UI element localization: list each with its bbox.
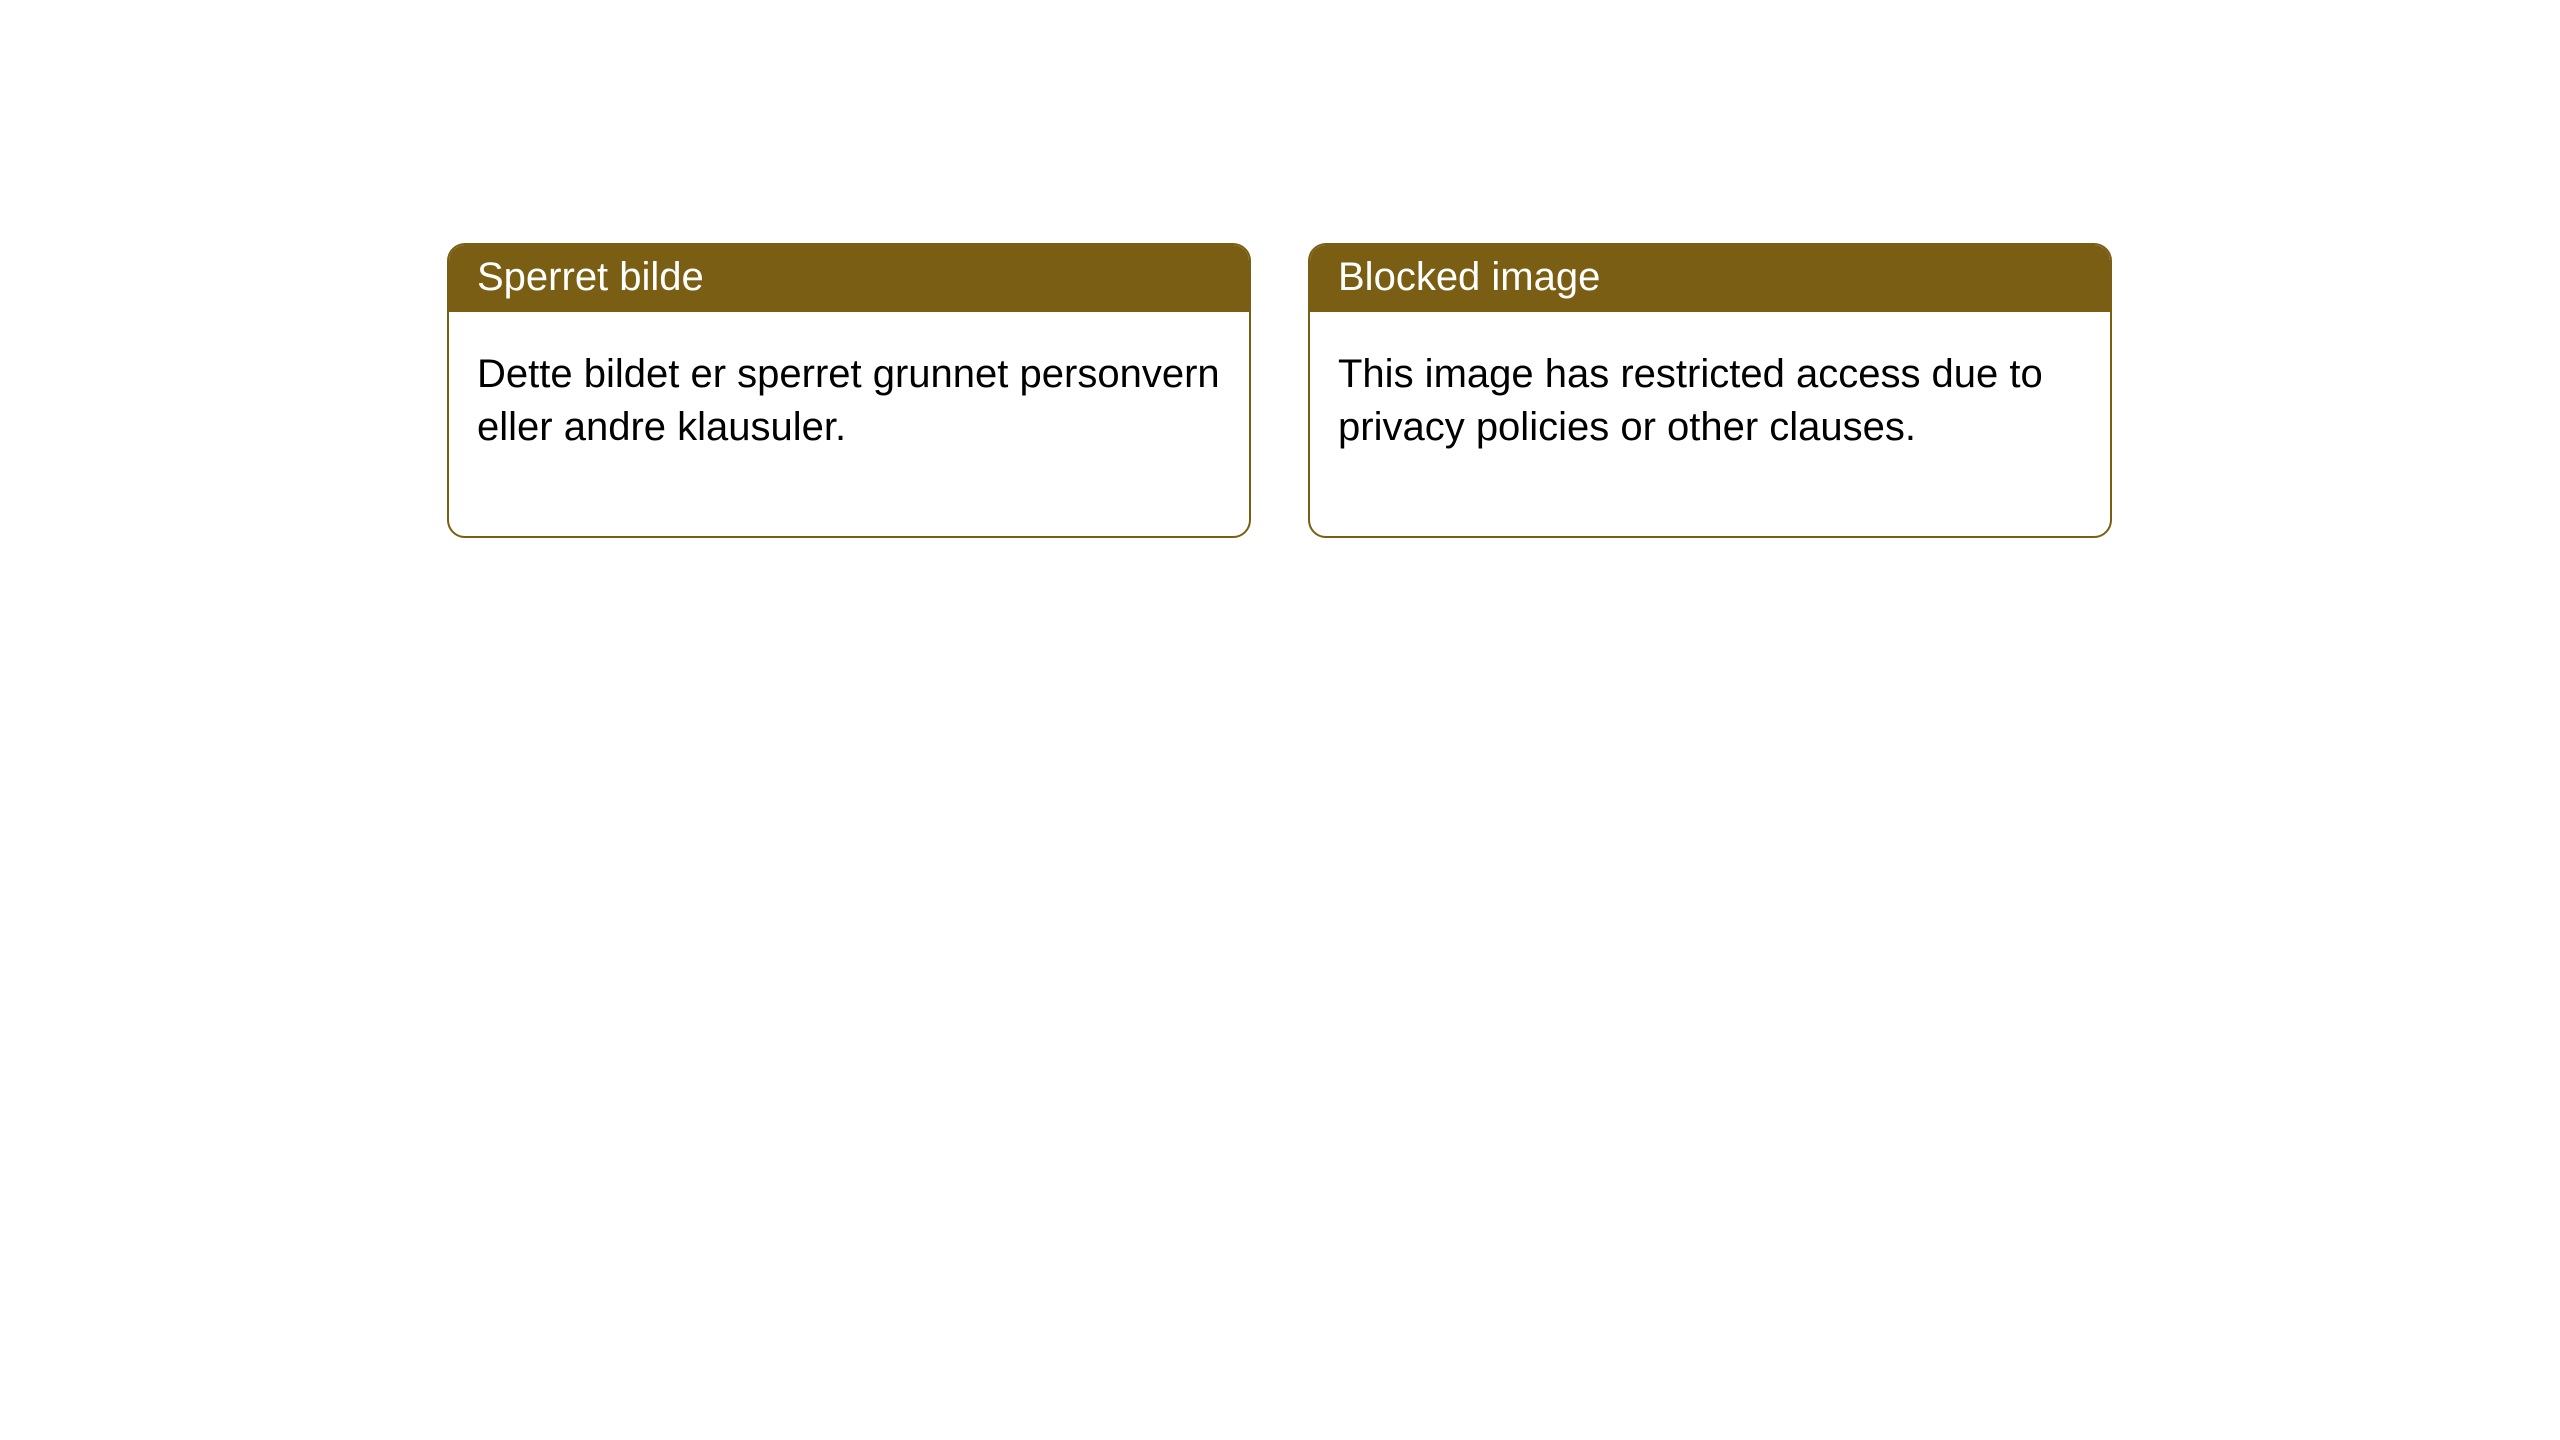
notice-cards-container: Sperret bilde Dette bildet er sperret gr… <box>447 243 2112 538</box>
notice-card-title: Sperret bilde <box>449 245 1249 312</box>
notice-title-text: Sperret bilde <box>477 255 704 299</box>
notice-card-norwegian: Sperret bilde Dette bildet er sperret gr… <box>447 243 1251 538</box>
notice-card-body: This image has restricted access due to … <box>1310 312 2110 536</box>
notice-card-english: Blocked image This image has restricted … <box>1308 243 2112 538</box>
notice-card-title: Blocked image <box>1310 245 2110 312</box>
notice-body-text: This image has restricted access due to … <box>1338 352 2043 449</box>
notice-card-body: Dette bildet er sperret grunnet personve… <box>449 312 1249 536</box>
notice-title-text: Blocked image <box>1338 255 1600 299</box>
notice-body-text: Dette bildet er sperret grunnet personve… <box>477 352 1220 449</box>
